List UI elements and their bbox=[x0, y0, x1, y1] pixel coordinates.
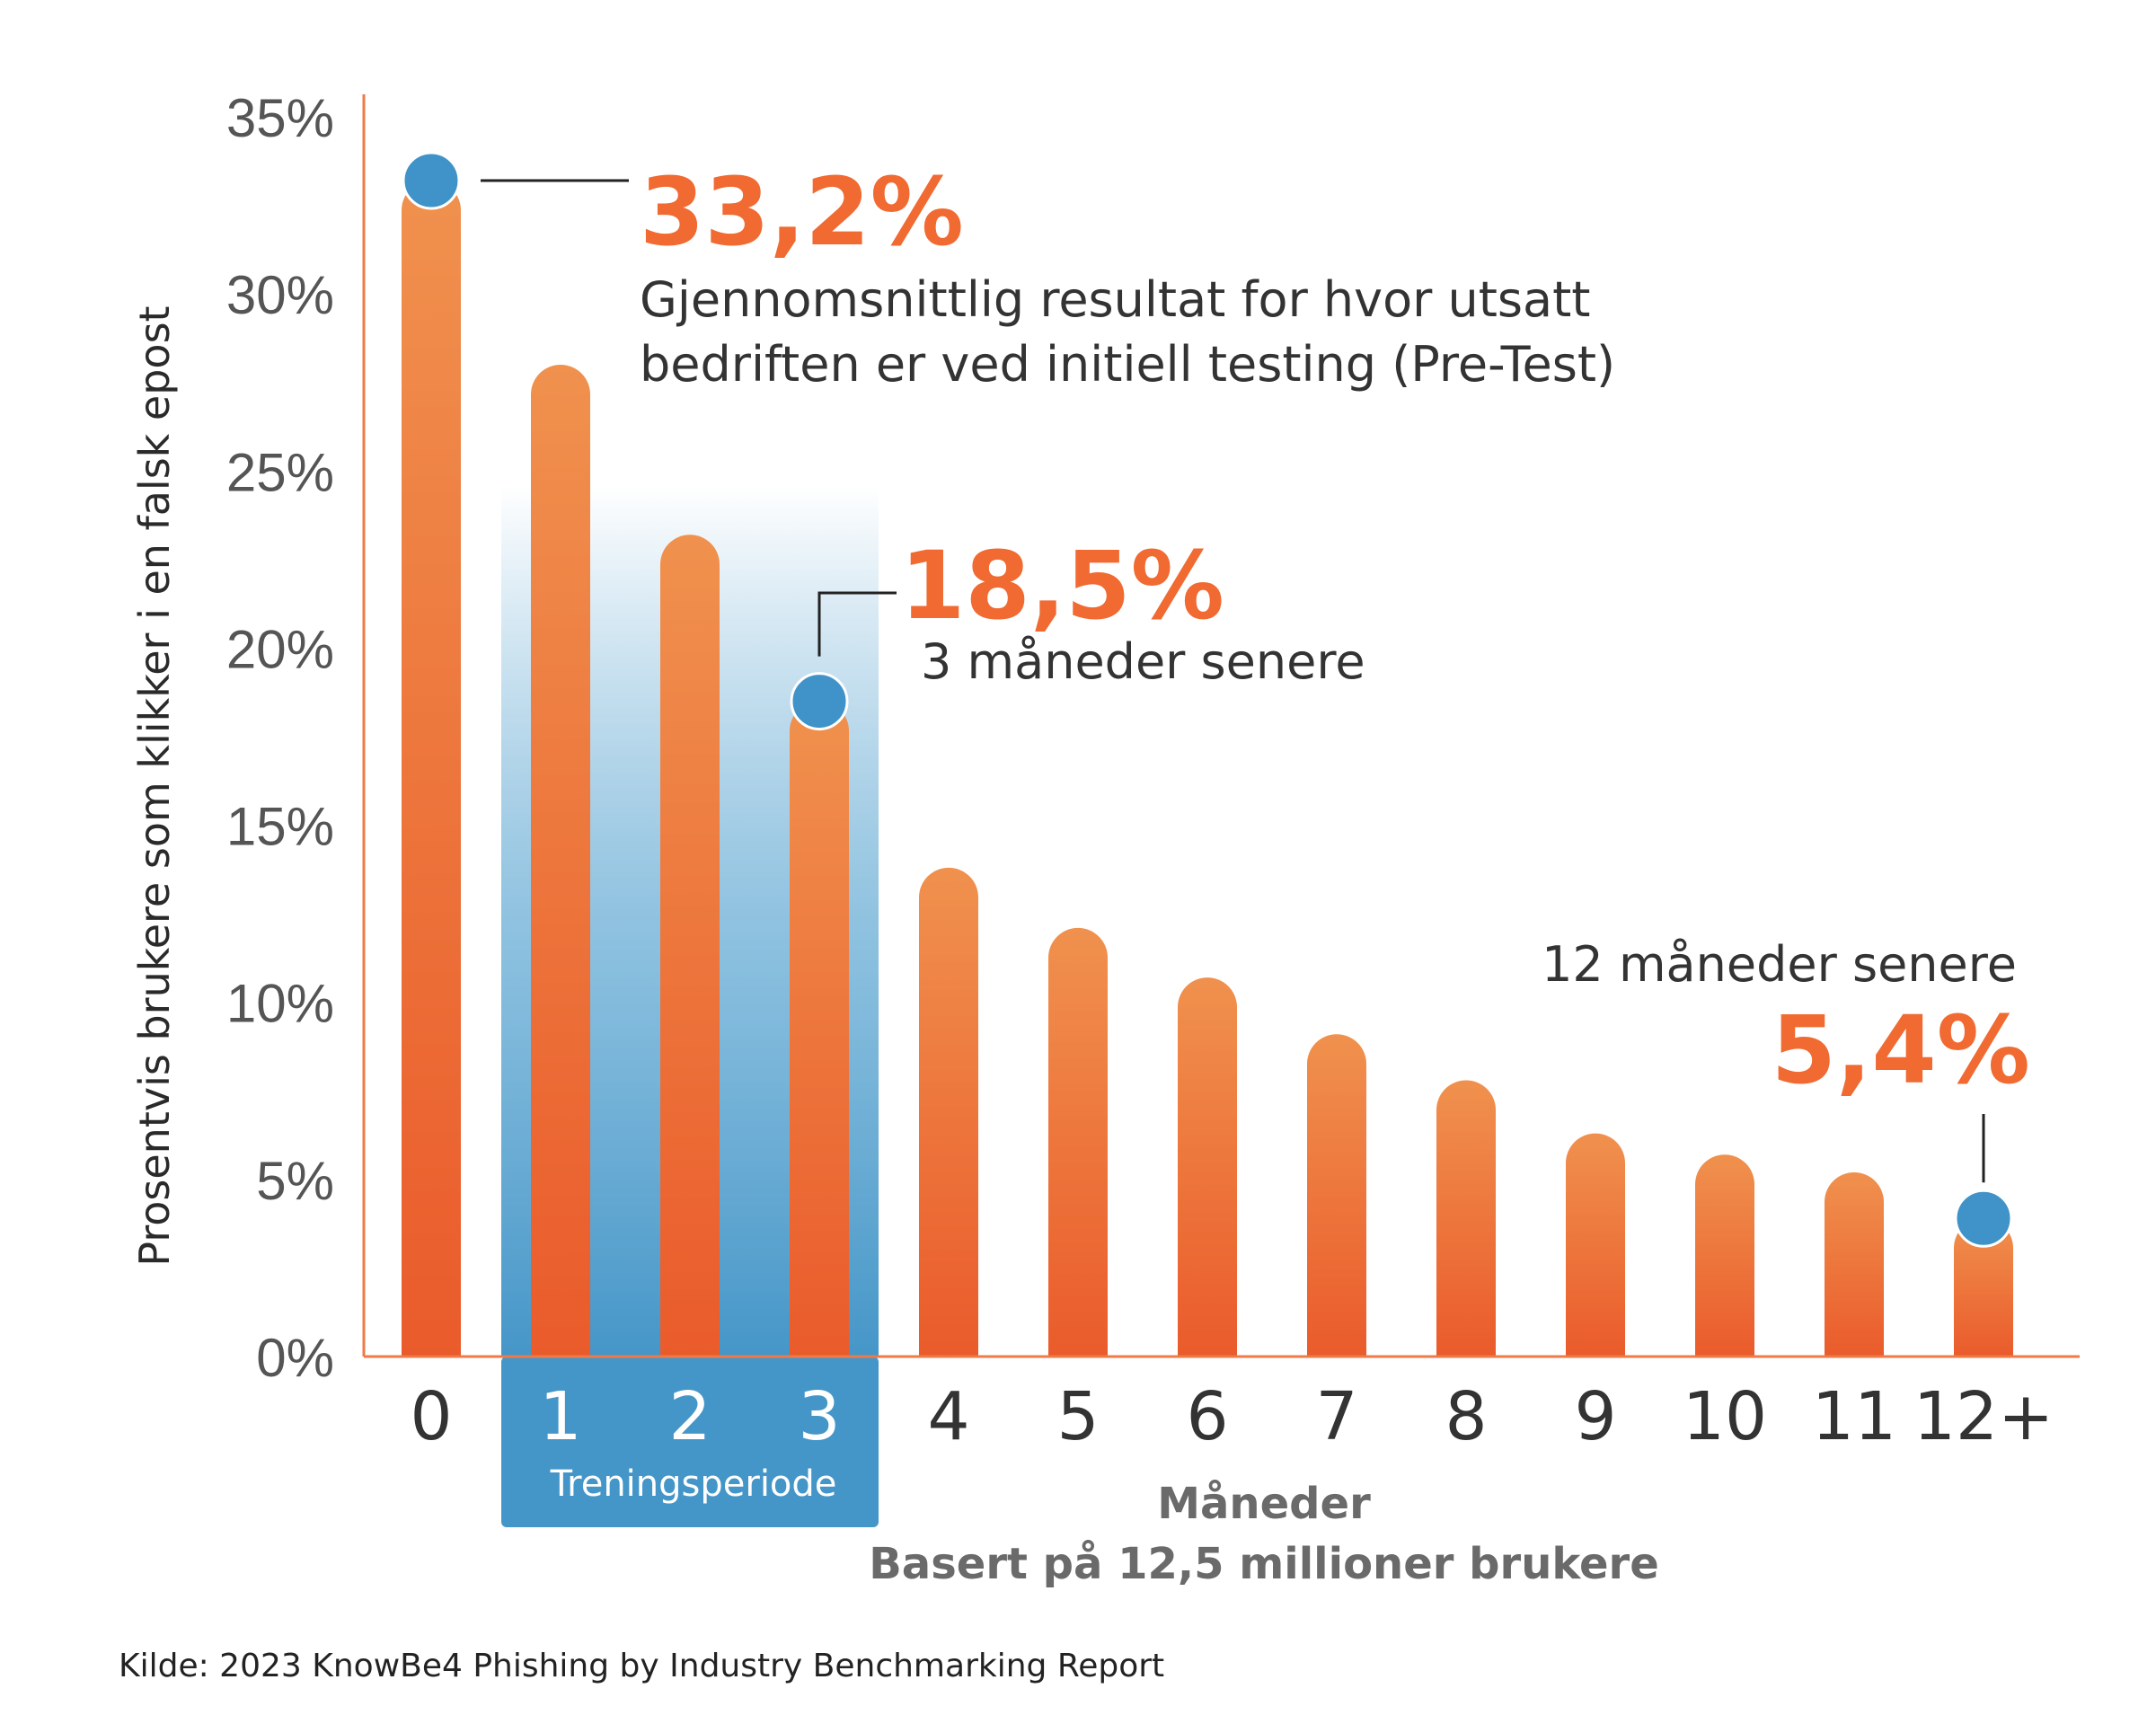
y-tick-label: 35% bbox=[226, 88, 334, 148]
x-tick-label-5: 5 bbox=[1056, 1378, 1099, 1455]
marker-0 bbox=[402, 151, 461, 210]
bar-1 bbox=[531, 365, 590, 1357]
y-tick-label: 0% bbox=[256, 1328, 334, 1388]
bar-8 bbox=[1436, 1080, 1496, 1357]
marker-12+ bbox=[1954, 1189, 2013, 1248]
pretest-value: 33,2% bbox=[640, 157, 964, 267]
markers bbox=[402, 151, 2013, 1248]
twelve-months-text: 12 måneder senere bbox=[1542, 936, 2017, 993]
y-axis-label: Prosentvis brukere som klikker i en fals… bbox=[130, 305, 179, 1266]
y-tick-label: 15% bbox=[226, 797, 334, 857]
x-tick-label-0: 0 bbox=[410, 1378, 452, 1455]
x-tick-label-1: 1 bbox=[539, 1378, 581, 1455]
x-tick-label-7: 7 bbox=[1315, 1378, 1357, 1455]
y-tick-label: 25% bbox=[226, 442, 334, 502]
x-axis-label: Måneder bbox=[1157, 1479, 1371, 1529]
bar-5 bbox=[1048, 927, 1108, 1357]
bar-7 bbox=[1307, 1034, 1366, 1357]
bar-9 bbox=[1566, 1133, 1625, 1357]
y-tick-label: 30% bbox=[226, 265, 334, 325]
x-axis-subtitle: Basert på 12,5 millioner brukere bbox=[869, 1539, 1659, 1589]
x-tick-label-3: 3 bbox=[798, 1378, 840, 1455]
x-tick-label-9: 9 bbox=[1574, 1378, 1616, 1455]
marker-3 bbox=[790, 672, 849, 731]
bar-0 bbox=[402, 180, 461, 1357]
x-tick-label-6: 6 bbox=[1186, 1378, 1228, 1455]
y-tick-label: 10% bbox=[226, 974, 334, 1034]
x-tick-label-8: 8 bbox=[1445, 1378, 1487, 1455]
x-tick-label-2: 2 bbox=[668, 1378, 711, 1455]
three-months-value: 18,5% bbox=[900, 531, 1224, 641]
x-tick-label-11: 11 bbox=[1812, 1378, 1896, 1455]
training-period-label: Treningsperiode bbox=[550, 1463, 837, 1505]
bar-10 bbox=[1695, 1154, 1754, 1357]
bar-3 bbox=[790, 701, 849, 1357]
x-tick-label-12+: 12+ bbox=[1913, 1378, 2054, 1455]
bar-6 bbox=[1178, 977, 1237, 1357]
x-tick-label-4: 4 bbox=[927, 1378, 969, 1455]
axes: 0% 5% 10% 15% 20% 25% 30% 35% 0 1 2 3 4 5 6 7 8 9 10 11 12+ bbox=[226, 88, 2080, 1455]
pretest-text-line2: bedriften er ved initiell testing (Pre-T… bbox=[640, 336, 1615, 393]
y-tick-label: 5% bbox=[256, 1151, 334, 1211]
source-note: Kilde: 2023 KnowBe4 Phishing by Industry… bbox=[119, 1648, 1164, 1684]
bar-12+ bbox=[1954, 1218, 2013, 1357]
training-period-box bbox=[501, 1357, 879, 1527]
three-months-text: 3 måneder senere bbox=[921, 633, 1365, 690]
bar-2 bbox=[660, 535, 720, 1357]
bar-4 bbox=[919, 867, 978, 1357]
twelve-months-value: 5,4% bbox=[1772, 995, 2030, 1105]
three-months-leader-line bbox=[817, 591, 897, 657]
bar-11 bbox=[1825, 1171, 1884, 1357]
bars bbox=[402, 180, 2013, 1357]
y-tick-label: 20% bbox=[226, 619, 334, 679]
x-tick-label-10: 10 bbox=[1683, 1378, 1767, 1455]
pretest-text-line1: Gjennomsnittlig resultat for hvor utsatt bbox=[640, 271, 1590, 328]
